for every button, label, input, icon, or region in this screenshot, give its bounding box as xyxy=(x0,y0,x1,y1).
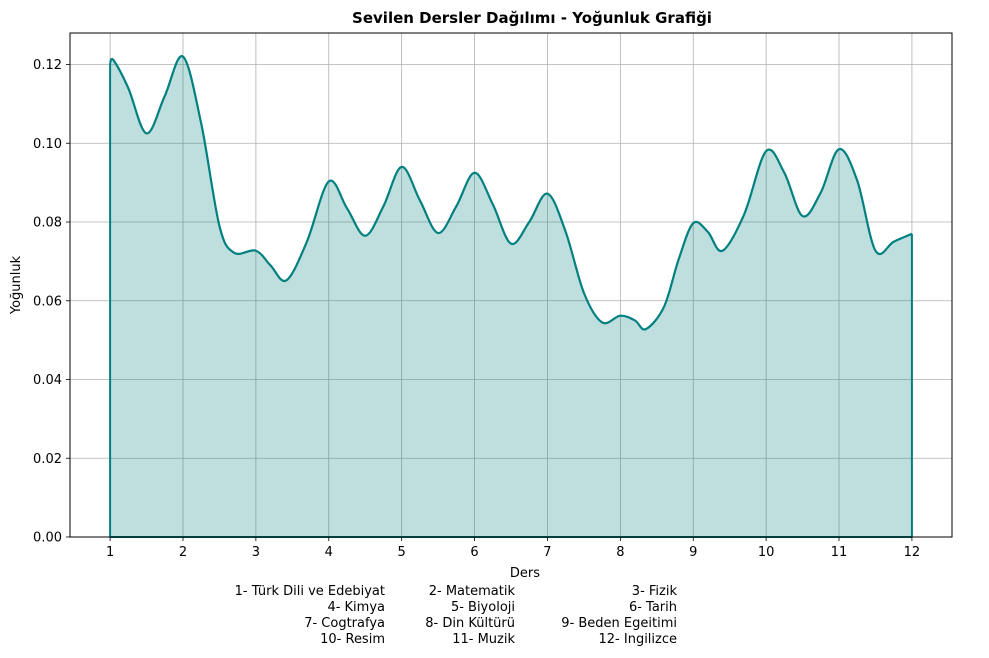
y-tick-label: 0.12 xyxy=(33,58,62,73)
x-tick-label: 6 xyxy=(470,545,478,560)
density-curve xyxy=(109,55,913,331)
x-tick-label: 8 xyxy=(616,545,624,560)
y-tick-label: 0.06 xyxy=(33,294,62,309)
x-tick-label: 2 xyxy=(179,545,187,560)
legend-item: 9- Beden Egeitimi xyxy=(561,616,677,631)
density-area xyxy=(110,56,912,537)
x-tick-label: 5 xyxy=(398,545,406,560)
x-tick-label: 1 xyxy=(106,545,114,560)
legend-row: 7- Cogtrafya 8- Din Kültürü 9- Beden Ege… xyxy=(170,616,677,632)
y-tick-label: 0.00 xyxy=(33,531,62,546)
course-legend: 1- Türk Dili ve Edebiyat 2- Matematik 3-… xyxy=(170,584,677,648)
x-axis-label: Ders xyxy=(510,566,540,581)
y-axis-label: Yoğunluk xyxy=(9,255,24,315)
legend-item: 5- Biyoloji xyxy=(450,600,515,615)
x-tick-label: 12 xyxy=(904,545,921,560)
legend-row: 4- Kimya 5- Biyoloji 6- Tarih xyxy=(170,600,677,616)
plot-frame xyxy=(69,32,953,538)
legend-item: 4- Kimya xyxy=(327,600,385,615)
legend-item: 1- Türk Dili ve Edebiyat xyxy=(234,584,385,599)
legend-item: 3- Fizik xyxy=(631,584,677,599)
y-tick-label: 0.04 xyxy=(33,373,62,388)
x-tick-label: 7 xyxy=(543,545,551,560)
y-axis-ticks: 0.00 0.02 0.04 0.06 0.08 0.10 0.12 xyxy=(33,58,70,546)
x-axis-ticks: 1 2 3 4 5 6 7 8 9 10 11 12 xyxy=(106,537,920,560)
legend-item: 12- Ingilizce xyxy=(598,632,678,647)
legend-item: 8- Din Kültürü xyxy=(425,616,515,631)
x-tick-label: 3 xyxy=(252,545,260,560)
y-tick-label: 0.02 xyxy=(33,452,62,467)
x-tick-label: 11 xyxy=(831,545,848,560)
legend-item: 7- Cogtrafya xyxy=(304,616,385,631)
y-tick-label: 0.10 xyxy=(33,137,62,152)
x-tick-label: 10 xyxy=(758,545,775,560)
legend-row: 1- Türk Dili ve Edebiyat 2- Matematik 3-… xyxy=(170,584,677,600)
legend-item: 6- Tarih xyxy=(628,600,677,615)
y-tick-label: 0.08 xyxy=(33,216,62,231)
x-tick-label: 4 xyxy=(325,545,333,560)
legend-row: 10- Resim 11- Muzik 12- Ingilizce xyxy=(170,632,677,648)
chart-title: Sevilen Dersler Dağılımı - Yoğunluk Graf… xyxy=(352,9,712,27)
x-tick-label: 9 xyxy=(689,545,697,560)
legend-item: 10- Resim xyxy=(320,632,385,647)
legend-item: 11- Muzik xyxy=(452,632,515,647)
legend-item: 2- Matematik xyxy=(428,584,515,599)
